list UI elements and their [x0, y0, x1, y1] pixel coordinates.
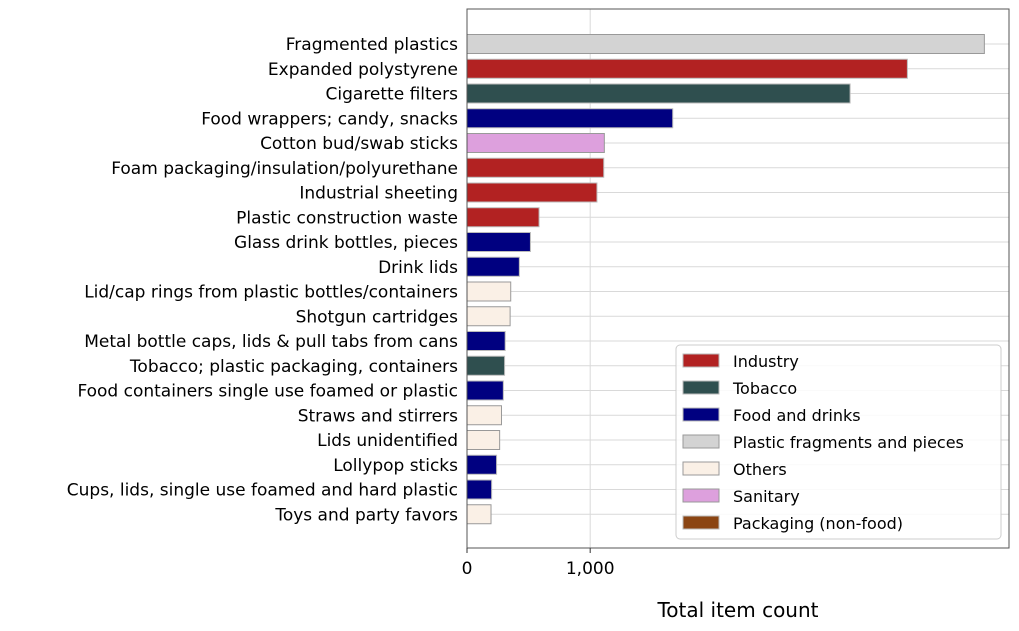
legend-item-sanitary: Sanitary — [682, 487, 800, 506]
legend: Industry Tobacco Food and drinks Plastic fr… — [675, 344, 1002, 540]
bar-lids-unidentified — [466, 430, 501, 450]
legend-item-industry: Industry — [682, 352, 799, 371]
category-label: Lollypop sticks — [333, 456, 458, 476]
category-label: Industrial sheeting — [299, 184, 458, 204]
category-label: Expanded polystyrene — [268, 60, 458, 80]
category-label: Tobacco; plastic packaging, containers — [129, 357, 458, 377]
legend-label: Tobacco — [732, 379, 797, 398]
category-label: Straws and stirrers — [298, 406, 458, 426]
legend-swatch — [682, 461, 720, 476]
legend-item-food-and-drinks: Food and drinks — [682, 406, 861, 425]
category-label: Food containers single use foamed or pla… — [77, 382, 458, 402]
bar-straws-and-stirrers — [466, 405, 502, 426]
bars — [466, 34, 985, 525]
bar-metal-bottle-caps-lids-pull-tabs-from-cans — [466, 331, 506, 351]
category-label: Lids unidentified — [317, 431, 458, 451]
bar-lollypop-sticks — [466, 454, 498, 475]
legend-label: Others — [733, 460, 787, 479]
legend-swatch — [682, 488, 720, 503]
bar-plastic-construction-waste — [466, 207, 540, 228]
category-label: Drink lids — [378, 258, 458, 278]
category-label: Foam packaging/insulation/polyurethane — [111, 159, 458, 179]
category-label: Glass drink bottles, pieces — [234, 233, 458, 253]
bar-glass-drink-bottles-pieces — [466, 232, 531, 252]
legend-box — [675, 344, 1002, 540]
legend-item-others: Others — [682, 460, 787, 479]
category-label: Cigarette filters — [326, 85, 459, 105]
legend-swatch — [682, 407, 720, 422]
legend-swatch — [682, 434, 720, 449]
category-label: Shotgun cartridges — [296, 307, 459, 327]
category-label: Toys and party favors — [274, 505, 458, 525]
bar-lid-cap-rings-from-plastic-bottles-containers — [466, 281, 512, 302]
category-label: Cotton bud/swab sticks — [260, 134, 458, 154]
category-label: Plastic construction waste — [236, 208, 458, 228]
x-ticks: 0 1,000 — [462, 548, 615, 579]
category-labels: Fragmented plastics Expanded polystyrene C… — [67, 35, 458, 525]
bar-expanded-polystyrene — [466, 58, 908, 79]
x-axis-title: Total item count — [656, 598, 818, 622]
legend-swatch — [682, 380, 720, 395]
category-label: Lid/cap rings from plastic bottles/conta… — [84, 283, 458, 303]
legend-item-packaging-non-food: Packaging (non-food) — [682, 514, 903, 533]
bar-cigarette-filters — [466, 83, 851, 104]
legend-label: Food and drinks — [733, 406, 861, 425]
legend-label: Industry — [733, 352, 799, 371]
legend-label: Plastic fragments and pieces — [733, 433, 964, 452]
bar-cotton-bud-swab-sticks — [466, 133, 605, 153]
category-label: Cups, lids, single use foamed and hard p… — [67, 481, 458, 501]
bar-industrial-sheeting — [466, 182, 598, 203]
bar-toys-and-party-favors — [466, 504, 492, 525]
bar-food-containers-single-use-foamed-or-plastic — [466, 380, 504, 401]
x-tick-label: 1,000 — [566, 559, 615, 579]
bar-food-wrappers-candy-snacks — [466, 108, 674, 129]
category-label: Fragmented plastics — [286, 35, 458, 55]
bar-drink-lids — [466, 256, 520, 277]
bar-cups-lids-single-use-foamed-and-hard-plastic — [466, 479, 493, 500]
x-tick-label: 0 — [462, 559, 473, 579]
legend-label: Sanitary — [733, 487, 800, 506]
category-label: Metal bottle caps, lids & pull tabs from… — [84, 332, 458, 352]
legend-label: Packaging (non-food) — [733, 514, 903, 533]
legend-item-tobacco: Tobacco — [682, 379, 797, 398]
bar-fragmented-plastics — [466, 34, 985, 54]
legend-item-plastic-fragments-and-pieces: Plastic fragments and pieces — [682, 433, 964, 452]
bar-foam-packaging-insulation-polyurethane — [466, 157, 605, 178]
category-label: Food wrappers; candy, snacks — [201, 109, 458, 129]
legend-swatch — [682, 515, 720, 530]
bar-tobacco-plastic-packaging-containers — [466, 355, 506, 376]
plot-frame — [466, 8, 1010, 549]
bar-shotgun-cartridges — [466, 306, 511, 327]
legend-swatch — [682, 353, 720, 368]
